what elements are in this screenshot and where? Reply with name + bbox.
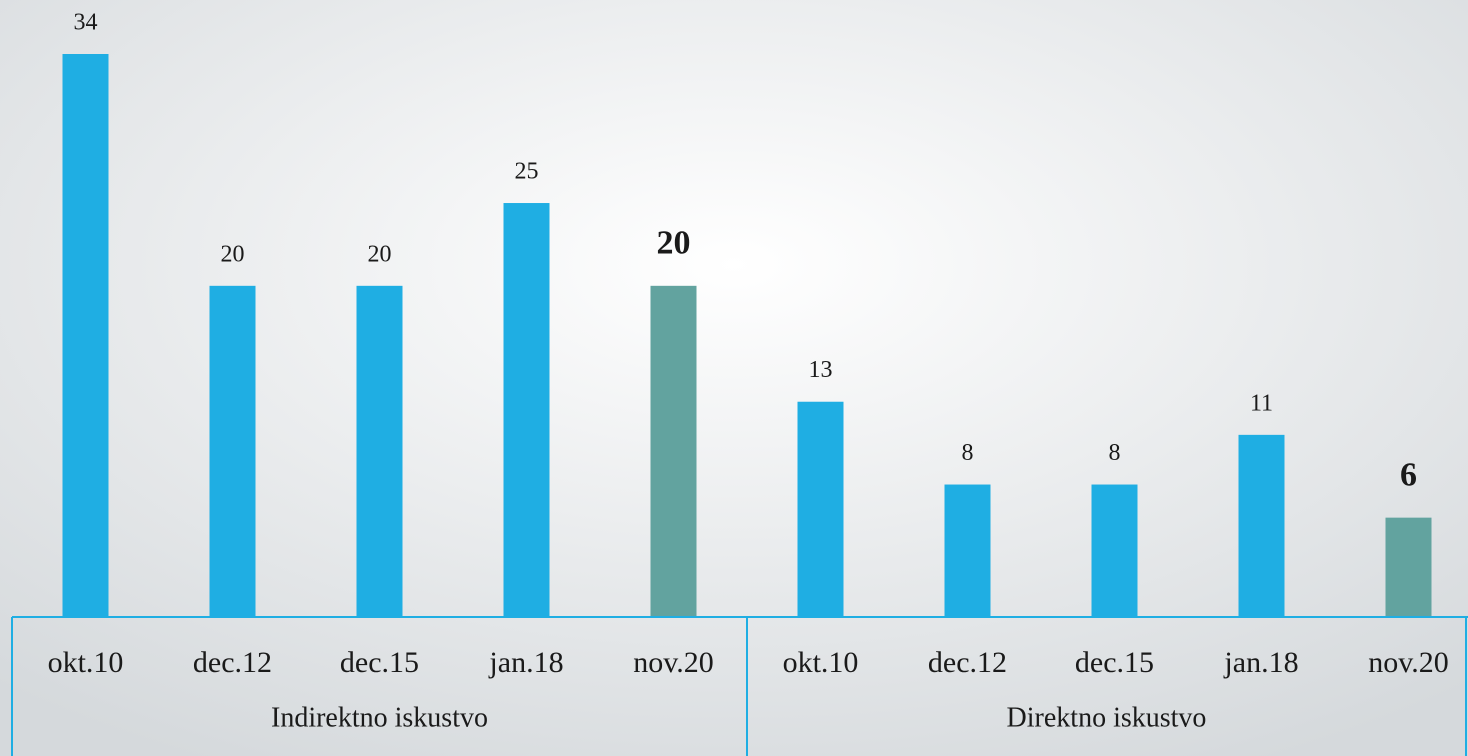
x-tick-label: nov.20	[1368, 646, 1449, 679]
bar	[62, 54, 109, 617]
bar	[797, 401, 844, 617]
x-tick-label: dec.12	[928, 646, 1007, 679]
value-label: 20	[221, 241, 245, 267]
x-tick-label: nov.20	[633, 646, 714, 679]
value-label: 20	[368, 241, 392, 267]
value-label: 34	[74, 10, 98, 36]
bar	[1385, 517, 1432, 617]
bar	[209, 285, 256, 617]
x-tick-label: jan.18	[488, 646, 563, 679]
bar	[650, 285, 697, 617]
value-label: 11	[1250, 390, 1273, 416]
bar	[1091, 484, 1138, 617]
bar	[503, 203, 550, 617]
value-label: 25	[515, 159, 539, 185]
x-tick-label: dec.15	[340, 646, 419, 679]
x-tick-label: okt.10	[48, 646, 124, 679]
value-label: 8	[1109, 440, 1121, 466]
group-label: Indirektno iskustvo	[271, 702, 488, 733]
value-label: 13	[809, 357, 833, 383]
bar	[356, 285, 403, 617]
value-label: 20	[657, 225, 691, 262]
x-tick-label: dec.15	[1075, 646, 1154, 679]
group-label: Direktno iskustvo	[1007, 702, 1207, 733]
bar	[1238, 434, 1285, 617]
x-tick-label: okt.10	[783, 646, 859, 679]
x-tick-label: jan.18	[1223, 646, 1298, 679]
value-label: 8	[962, 440, 974, 466]
value-label: 6	[1400, 456, 1417, 493]
bar	[944, 484, 991, 617]
x-tick-label: dec.12	[193, 646, 272, 679]
